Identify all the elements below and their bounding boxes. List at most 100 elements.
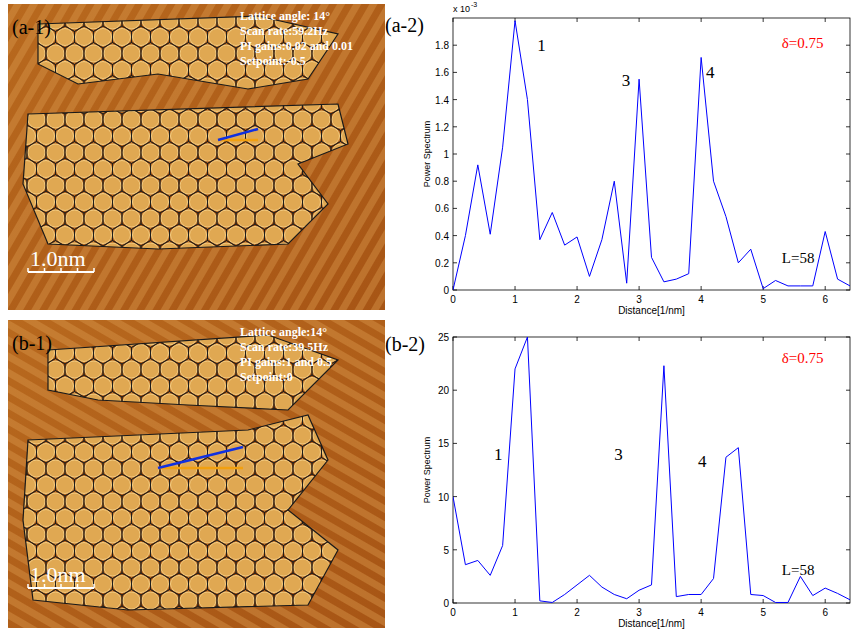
hex (369, 274, 385, 296)
atom (332, 12, 349, 29)
atom (199, 177, 216, 194)
atom (361, 320, 378, 329)
atom (361, 29, 378, 46)
atom (190, 62, 207, 79)
hex (303, 257, 322, 279)
atom (285, 293, 302, 310)
hex (113, 224, 132, 246)
atom (114, 95, 131, 112)
hex (170, 92, 189, 114)
atom (171, 4, 188, 13)
atom (95, 161, 112, 178)
atom (304, 128, 321, 145)
hex (198, 43, 217, 65)
hex (293, 425, 312, 447)
hex (18, 224, 37, 246)
atom (133, 227, 150, 244)
atom (351, 243, 368, 260)
atom (190, 128, 207, 145)
hex (141, 208, 160, 230)
hex (18, 92, 37, 114)
hex (56, 224, 75, 246)
atom (19, 62, 36, 79)
atom (133, 345, 150, 362)
hex (217, 10, 236, 32)
atom (8, 378, 17, 395)
atom (47, 177, 64, 194)
hex (46, 175, 65, 197)
hex (322, 158, 341, 180)
atom (76, 62, 93, 79)
atom (275, 111, 292, 128)
hex (160, 208, 179, 230)
hex (227, 158, 246, 180)
atom (304, 95, 321, 112)
atom (161, 177, 178, 194)
hex (132, 158, 151, 180)
hex (122, 10, 141, 32)
hex (293, 109, 312, 131)
hex (341, 92, 360, 114)
hex (360, 26, 379, 48)
hex (179, 175, 198, 197)
atom (142, 309, 159, 310)
hex (369, 274, 385, 296)
hex (255, 274, 274, 296)
atom (19, 293, 36, 310)
atom (199, 144, 216, 161)
hex (170, 92, 189, 114)
hex (56, 191, 75, 213)
hex (217, 392, 236, 414)
atom (380, 320, 386, 329)
atom (47, 78, 64, 95)
hex (27, 142, 46, 164)
atom (370, 394, 385, 411)
atom (66, 144, 83, 161)
hex (274, 307, 293, 311)
hex (103, 274, 122, 296)
hex (369, 76, 385, 98)
atom (57, 95, 74, 112)
atom (218, 45, 235, 62)
atom (28, 177, 45, 194)
hex (8, 43, 27, 65)
hex (322, 290, 341, 310)
hex (227, 257, 246, 279)
hex (179, 326, 198, 348)
hex (255, 392, 274, 414)
hex (37, 125, 56, 147)
atom (190, 227, 207, 244)
atom (313, 177, 330, 194)
atom (380, 293, 386, 310)
atom (237, 78, 254, 95)
atom (266, 194, 283, 211)
hex (75, 320, 94, 331)
atom (114, 320, 131, 329)
atom (370, 144, 385, 161)
atom (199, 210, 216, 227)
atom (114, 411, 131, 428)
atom (123, 210, 140, 227)
atom (209, 227, 226, 244)
atom (294, 144, 311, 161)
atom (275, 78, 292, 95)
atom (85, 45, 102, 62)
hex (18, 4, 37, 15)
hex (293, 274, 312, 296)
hex (132, 125, 151, 147)
atom (57, 345, 74, 362)
hex (350, 208, 369, 230)
hex (132, 224, 151, 246)
atom (313, 78, 330, 95)
atom (370, 328, 385, 345)
hex (236, 241, 255, 263)
hex (189, 375, 208, 397)
atom (342, 95, 359, 112)
hex (217, 425, 236, 447)
atom (161, 12, 178, 29)
hex (312, 241, 331, 263)
atom (361, 293, 378, 310)
atom (9, 144, 26, 161)
hex (94, 257, 113, 279)
atom (123, 243, 140, 260)
